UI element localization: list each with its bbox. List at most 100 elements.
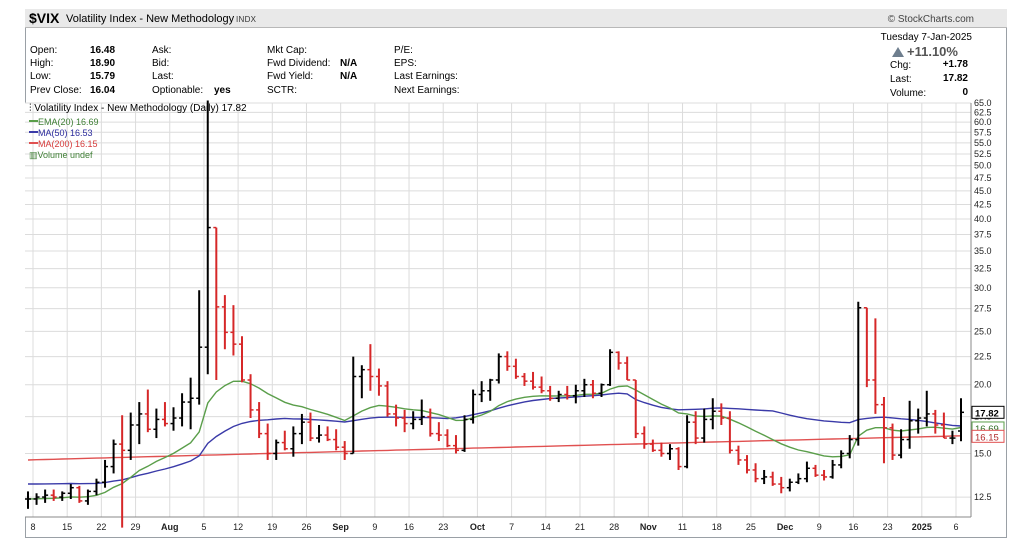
ohlc-bar [144, 389, 151, 433]
y-tick-label: 37.5 [974, 229, 992, 239]
high-label: High: [30, 58, 54, 69]
ohlc-bar [25, 491, 31, 509]
ohlc-bar [821, 469, 828, 481]
x-tick-label: 9 [372, 522, 377, 532]
brand-label: © StockCharts.com [887, 14, 974, 25]
ohlc-bar [898, 429, 905, 459]
ohlc-bar [641, 426, 648, 449]
ohlc-bar [530, 371, 537, 390]
y-tick-label: 40.0 [974, 214, 992, 224]
ohlc-bar [880, 396, 887, 464]
ohlc-bar [512, 358, 519, 379]
ohlc-bar [538, 376, 545, 394]
ohlc-bar [324, 426, 331, 442]
ohlc-bar [838, 450, 845, 469]
bid-label: Bid: [152, 58, 170, 69]
ohlc-bar [495, 353, 502, 384]
open-value: 16.48 [90, 45, 116, 56]
ohlc-bar [418, 399, 425, 425]
last-earnings-label: Last Earnings: [394, 71, 458, 82]
ohlc-bar [726, 411, 733, 454]
up-triangle-icon [892, 47, 904, 57]
ohlc-bar [316, 424, 323, 443]
ohlc-bar [221, 295, 228, 350]
optionable-label: Optionable: [152, 85, 204, 96]
ohlc-bar [393, 404, 400, 427]
ohlc-bar [110, 439, 117, 474]
ma200-line [27, 435, 962, 461]
y-tick-label: 52.5 [974, 149, 992, 159]
date-line: Tuesday 7-Jan-2025 [880, 32, 972, 43]
ohlc-bar [187, 377, 194, 430]
ohlc-bar [932, 409, 939, 434]
ohlc-bar [102, 459, 109, 488]
ohlc-bar [744, 455, 751, 474]
ohlc-bar [341, 441, 348, 460]
ohlc-bar [718, 403, 725, 425]
x-tick-label: 21 [575, 522, 585, 532]
y-tick-label: 60.0 [974, 117, 992, 127]
ohlc-bar [59, 491, 66, 501]
pe-label: P/E: [394, 45, 413, 56]
ohlc-bar [290, 426, 297, 457]
ohlc-bar [735, 445, 742, 465]
ohlc-bar [213, 226, 220, 380]
ohlc-bar [273, 439, 280, 460]
ohlc-bar [752, 463, 759, 483]
eps-label: EPS: [394, 58, 417, 69]
volume-bars-icon: ▥ [29, 150, 38, 160]
ohlc-bar [478, 381, 485, 403]
change-percent: +11.10% [892, 44, 958, 59]
ohlc-bar [461, 415, 468, 452]
y-tick-label: 55.0 [974, 138, 992, 148]
ohlc-bar [264, 423, 271, 460]
ohlc-bar [684, 415, 691, 469]
last-label: Last: [890, 74, 912, 85]
last-value: 17.82 [942, 73, 968, 84]
ask-label: Ask: [152, 45, 172, 56]
open-label: Open: [30, 45, 58, 56]
ohlc-bar [615, 351, 622, 370]
x-tick-label: 7 [509, 522, 514, 532]
ohlc-bar [829, 459, 836, 479]
ohlc-bar [564, 385, 571, 400]
price-tag-label-ema20: 16.69 [975, 424, 999, 435]
ohlc-bar [632, 379, 639, 439]
ohlc-bar [649, 439, 656, 452]
mktcap-label: Mkt Cap: [267, 45, 308, 56]
ohlc-bar [487, 378, 494, 401]
legend-ema20: EMA(20) 16.69 [29, 117, 99, 128]
ohlc-bar [692, 411, 699, 445]
ohlc-bar [598, 383, 605, 397]
x-tick-label: 23 [438, 522, 448, 532]
x-tick-label: 15 [62, 522, 72, 532]
sctr-label: SCTR: [267, 85, 297, 96]
ohlc-bar [949, 430, 956, 445]
ohlc-bar [427, 408, 434, 437]
low-value: 15.79 [90, 71, 116, 82]
ohlc-bar [375, 368, 382, 396]
ohlc-bar [940, 412, 947, 439]
y-tick-label: 30.0 [974, 283, 992, 293]
ticker-symbol: $VIX [29, 10, 60, 26]
last-label-mid: Last: [152, 71, 174, 82]
ohlc-bar [136, 402, 143, 445]
x-tick-label: 6 [953, 522, 958, 532]
title-bar [25, 9, 1007, 28]
ohlc-bar [84, 489, 91, 505]
legend-volume: ▥Volume undef [29, 150, 93, 160]
ohlc-bar [786, 478, 793, 492]
next-earnings-label: Next Earnings: [394, 85, 460, 96]
ohlc-bar [812, 464, 819, 477]
x-tick-label: 29 [131, 522, 141, 532]
ohlc-bar [452, 435, 459, 454]
ohlc-bar [298, 413, 305, 445]
ohlc-bar [846, 435, 853, 459]
ohlc-bar [50, 489, 57, 501]
ohlc-bar [76, 485, 83, 503]
y-tick-label: 47.5 [974, 173, 992, 183]
y-tick-label: 32.5 [974, 264, 992, 274]
low-label: Low: [30, 71, 52, 82]
x-tick-label: Aug [161, 522, 179, 532]
